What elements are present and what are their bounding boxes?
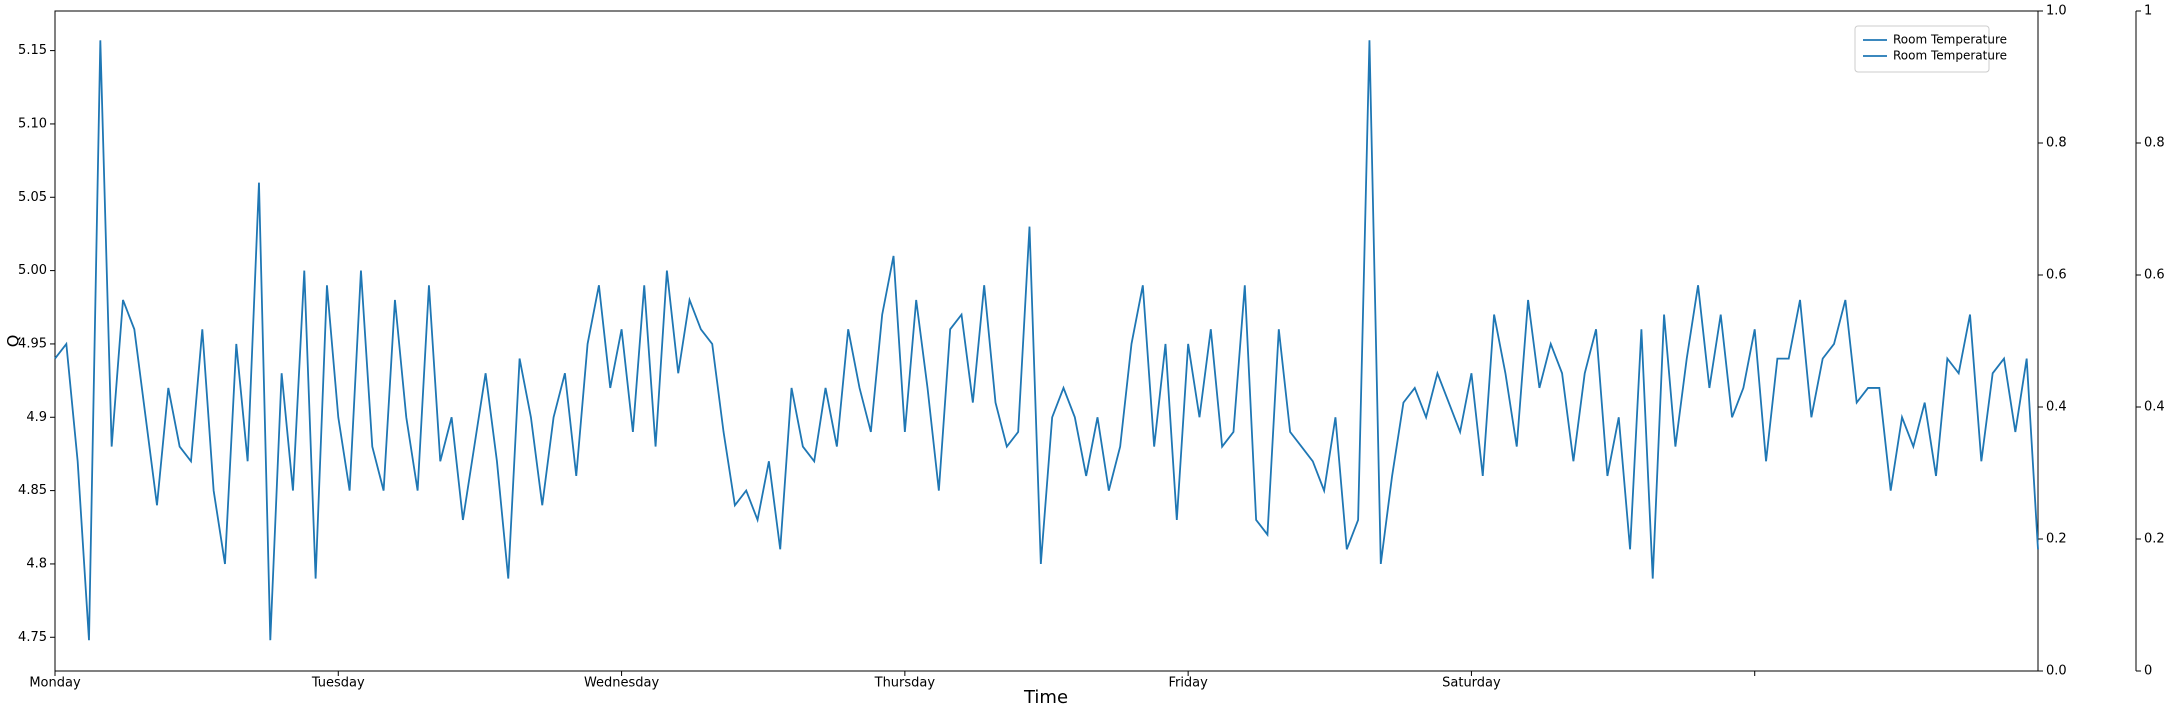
- y-tick-label: 5.05: [18, 190, 47, 205]
- y2-tick-label: 0.6: [2046, 268, 2067, 283]
- y3-tick-label: 0: [2144, 664, 2152, 679]
- y-tick-label: 4.85: [18, 483, 47, 498]
- y-tick-label: 5.15: [18, 43, 47, 58]
- y3-tick-label: 0.8: [2144, 136, 2165, 151]
- plot-frame: [54, 10, 2039, 672]
- legend-label: Room Temperature: [1893, 49, 2007, 63]
- y3-tick-label: 0.2: [2144, 532, 2165, 547]
- y-tick-label: 4.8: [26, 556, 47, 571]
- x-tick-label: Thursday: [874, 676, 936, 691]
- x-axis-label: Time: [1023, 687, 1068, 708]
- y2-tick-label: 0.4: [2046, 400, 2067, 415]
- y2-tick-label: 0.0: [2046, 664, 2067, 679]
- y-tick-label: 4.75: [18, 630, 47, 645]
- x-tick-label: Wednesday: [584, 676, 660, 691]
- y-tick-label: 4.9: [26, 410, 47, 425]
- data-line: [54, 40, 2039, 641]
- legend-label: Room Temperature: [1893, 33, 2007, 47]
- y-tick-label: 5.10: [18, 116, 47, 131]
- y2-tick-label: 0.2: [2046, 532, 2067, 547]
- y3-tick-label: 0.6: [2144, 268, 2165, 283]
- x-tick-label: Friday: [1168, 676, 1208, 691]
- y-tick-label: 5.00: [18, 263, 47, 278]
- y-tick-label: 4.95: [18, 336, 47, 351]
- y3-tick-label: 1: [2144, 4, 2152, 19]
- legend-box: [1854, 25, 1990, 73]
- x-tick-label: Monday: [29, 676, 81, 691]
- y2-tick-label: 0.8: [2046, 136, 2067, 151]
- y-axis-label: Q: [4, 335, 23, 348]
- y3-tick-label: 0.4: [2144, 400, 2165, 415]
- x-tick-label: Saturday: [1442, 676, 1501, 691]
- x-tick-label: Tuesday: [311, 676, 365, 691]
- y2-tick-label: 1.0: [2046, 4, 2067, 19]
